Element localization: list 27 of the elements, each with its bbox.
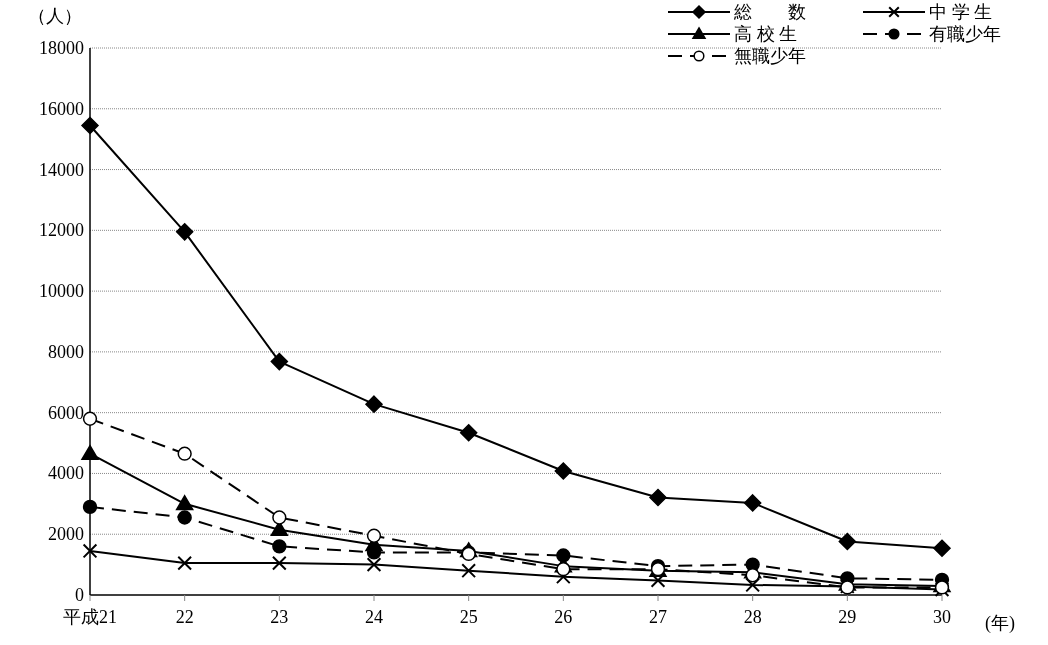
y-tick-label: 0 (75, 585, 84, 605)
x-tick-label: 22 (175, 607, 194, 627)
y-tick-label: 2000 (48, 524, 84, 545)
y-tick-label: 10000 (39, 281, 84, 302)
legend-label: 有職少年 (929, 24, 1001, 44)
legend-label: 無職少年 (734, 46, 806, 66)
y-tick-label: 16000 (39, 98, 84, 119)
x-tick-label: 29 (838, 607, 857, 627)
x-tick-label: 平成21 (63, 607, 117, 627)
legend-label: 高 校 生 (734, 24, 797, 44)
x-tick-label: 26 (554, 607, 573, 627)
x-tick-label: 25 (459, 607, 478, 627)
x-tick-label: 27 (649, 607, 667, 627)
y-axis-title: （人） (28, 6, 82, 26)
legend-label: 中 学 生 (929, 2, 992, 22)
y-tick-label: 14000 (39, 159, 84, 180)
x-tick-label: 28 (743, 607, 762, 627)
y-tick-label: 8000 (48, 341, 84, 362)
y-tick-label: 4000 (48, 463, 84, 484)
x-tick-label: 23 (270, 607, 289, 627)
y-tick-label: 12000 (39, 220, 84, 241)
x-tick-label: 30 (933, 607, 951, 627)
legend-label: 総 数 (733, 2, 806, 22)
y-tick-label: 6000 (48, 402, 84, 423)
x-axis-title: (年) (985, 613, 1015, 634)
x-tick-label: 24 (365, 607, 383, 627)
y-tick-label: 18000 (39, 38, 84, 58)
